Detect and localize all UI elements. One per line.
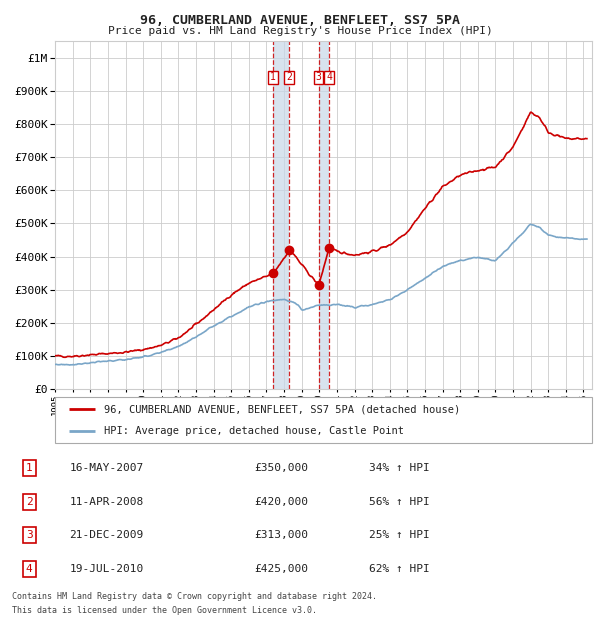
Text: 3: 3 <box>316 73 322 82</box>
Text: 2: 2 <box>26 497 32 507</box>
Text: £420,000: £420,000 <box>254 497 308 507</box>
Bar <box>273 41 289 389</box>
Text: 34% ↑ HPI: 34% ↑ HPI <box>369 463 430 473</box>
Text: Price paid vs. HM Land Registry's House Price Index (HPI): Price paid vs. HM Land Registry's House … <box>107 26 493 36</box>
Text: 3: 3 <box>26 530 32 540</box>
Text: £350,000: £350,000 <box>254 463 308 473</box>
Text: 4: 4 <box>26 564 32 574</box>
Text: Contains HM Land Registry data © Crown copyright and database right 2024.: Contains HM Land Registry data © Crown c… <box>12 592 377 601</box>
Text: 96, CUMBERLAND AVENUE, BENFLEET, SS7 5PA: 96, CUMBERLAND AVENUE, BENFLEET, SS7 5PA <box>140 14 460 27</box>
Text: £313,000: £313,000 <box>254 530 308 540</box>
FancyBboxPatch shape <box>55 397 592 443</box>
Text: HPI: Average price, detached house, Castle Point: HPI: Average price, detached house, Cast… <box>104 426 404 436</box>
Bar <box>319 41 329 389</box>
Text: 56% ↑ HPI: 56% ↑ HPI <box>369 497 430 507</box>
Text: £425,000: £425,000 <box>254 564 308 574</box>
Text: 4: 4 <box>326 73 332 82</box>
Text: 16-MAY-2007: 16-MAY-2007 <box>70 463 144 473</box>
Text: 21-DEC-2009: 21-DEC-2009 <box>70 530 144 540</box>
Text: 1: 1 <box>270 73 276 82</box>
Text: 11-APR-2008: 11-APR-2008 <box>70 497 144 507</box>
Text: 62% ↑ HPI: 62% ↑ HPI <box>369 564 430 574</box>
Text: This data is licensed under the Open Government Licence v3.0.: This data is licensed under the Open Gov… <box>12 606 317 615</box>
Text: 2: 2 <box>286 73 292 82</box>
Text: 25% ↑ HPI: 25% ↑ HPI <box>369 530 430 540</box>
Text: 96, CUMBERLAND AVENUE, BENFLEET, SS7 5PA (detached house): 96, CUMBERLAND AVENUE, BENFLEET, SS7 5PA… <box>104 404 460 414</box>
Text: 19-JUL-2010: 19-JUL-2010 <box>70 564 144 574</box>
Text: 1: 1 <box>26 463 32 473</box>
